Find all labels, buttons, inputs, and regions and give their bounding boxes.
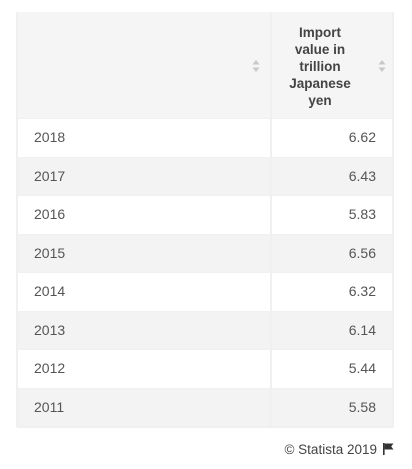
import-value-cell: 5.58 bbox=[272, 388, 392, 426]
table-row: 2014 6.32 bbox=[16, 273, 394, 311]
import-value-cell: 6.14 bbox=[272, 311, 392, 349]
sort-icon[interactable] bbox=[252, 59, 260, 73]
sort-icon[interactable] bbox=[378, 59, 386, 73]
table-row: 2016 5.83 bbox=[16, 196, 394, 234]
column-header-value-label: Import value in trillion Japanese yen bbox=[289, 25, 351, 108]
footer: © Statista 2019 bbox=[284, 440, 394, 458]
import-value-cell: 5.83 bbox=[272, 196, 392, 234]
table-row: 2018 6.62 bbox=[16, 119, 394, 157]
column-header-value[interactable]: Import value in trillion Japanese yen bbox=[272, 12, 392, 118]
year-cell: 2013 bbox=[18, 311, 270, 349]
year-cell: 2011 bbox=[18, 388, 270, 426]
flag-icon[interactable] bbox=[383, 443, 394, 455]
import-value-cell: 6.43 bbox=[272, 157, 392, 195]
import-value-cell: 6.56 bbox=[272, 234, 392, 272]
table-row: 2012 5.44 bbox=[16, 350, 394, 388]
year-cell: 2016 bbox=[18, 196, 270, 234]
table-row: 2015 6.56 bbox=[16, 234, 394, 272]
table-row: 2017 6.43 bbox=[16, 157, 394, 195]
table-body: 2018 6.62 2017 6.43 2016 5.83 2015 6.56 2014 6.32… bbox=[16, 119, 394, 427]
column-header-year[interactable] bbox=[18, 12, 270, 118]
table-row: 2013 6.14 bbox=[16, 311, 394, 349]
data-table: Import value in trillion Japanese yen 20… bbox=[16, 12, 394, 428]
year-cell: 2017 bbox=[18, 157, 270, 195]
year-cell: 2018 bbox=[18, 119, 270, 157]
table-header: Import value in trillion Japanese yen bbox=[16, 12, 394, 118]
year-cell: 2015 bbox=[18, 234, 270, 272]
year-cell: 2014 bbox=[18, 273, 270, 311]
import-value-cell: 6.32 bbox=[272, 273, 392, 311]
import-value-cell: 5.44 bbox=[272, 350, 392, 388]
statista-credit[interactable]: © Statista 2019 bbox=[284, 441, 377, 457]
table-row: 2011 5.58 bbox=[16, 388, 394, 426]
year-cell: 2012 bbox=[18, 350, 270, 388]
import-value-cell: 6.62 bbox=[272, 119, 392, 157]
